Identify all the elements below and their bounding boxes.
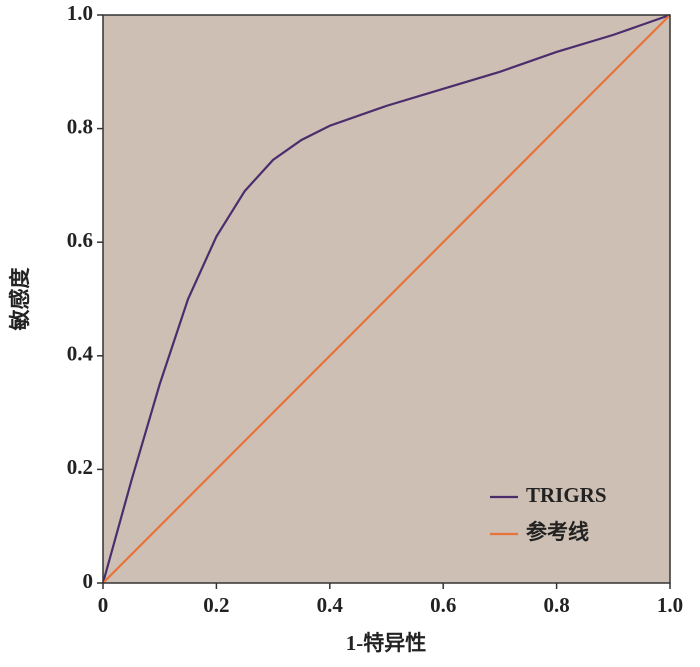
x-tick-label: 1.0 xyxy=(657,593,683,617)
series-line xyxy=(101,13,671,584)
x-tick-label: 0.2 xyxy=(203,593,229,617)
x-tick-label: 0.6 xyxy=(430,593,456,617)
x-tick-label: 0.8 xyxy=(543,593,569,617)
plot-frame xyxy=(102,14,671,584)
y-tick-label: 0 xyxy=(83,569,94,593)
x-tick-label: 0.4 xyxy=(317,593,344,617)
x-tick-label: 0 xyxy=(98,593,109,617)
x-axis-title: 1-特异性 xyxy=(346,631,427,655)
y-tick-label: 1.0 xyxy=(67,1,93,25)
series-line xyxy=(102,14,671,584)
legend-label: 参考线 xyxy=(526,520,589,544)
y-tick-label: 0.4 xyxy=(67,342,94,366)
legend-label: TRIGRS xyxy=(526,483,607,507)
y-axis-title: 敏感度 xyxy=(8,268,32,332)
y-tick-label: 0.6 xyxy=(67,228,93,252)
y-tick-label: 0.2 xyxy=(67,455,93,479)
y-tick-label: 0.8 xyxy=(67,114,93,138)
